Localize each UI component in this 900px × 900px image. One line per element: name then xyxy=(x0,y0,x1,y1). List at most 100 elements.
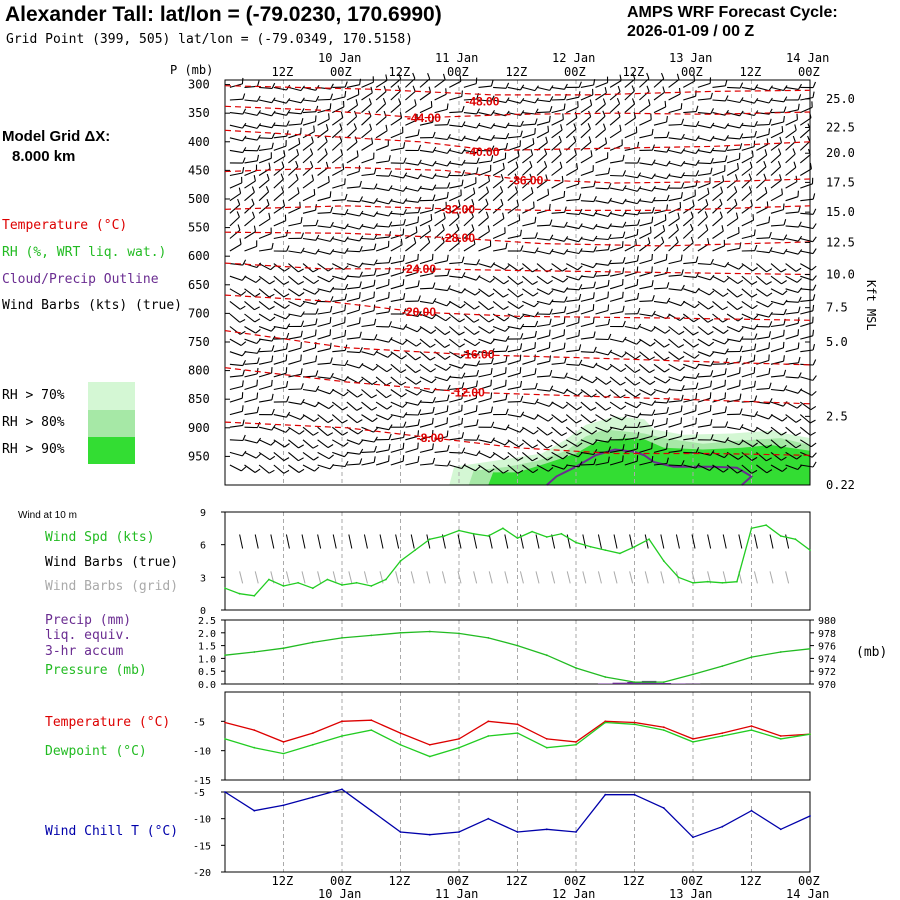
wind-speed-line-point xyxy=(355,581,358,584)
wind-barb-shaft xyxy=(493,350,507,353)
wind-barb-shaft xyxy=(346,104,358,114)
wind-barb-flag xyxy=(534,398,539,405)
wind-barb-flag xyxy=(417,196,422,203)
wind-barb-flag xyxy=(783,329,785,336)
wind-barb-flag xyxy=(298,268,304,273)
wind-barb-flag xyxy=(739,367,741,374)
wind-barb-flag xyxy=(490,262,496,268)
wind-barb-flag xyxy=(459,343,465,348)
wind-barb-flag xyxy=(500,198,504,205)
wind-barb-flag xyxy=(357,393,363,398)
wind-barb-shaft xyxy=(668,218,680,227)
wind-barb-flag xyxy=(385,394,392,399)
wind-barb-flag xyxy=(241,405,244,412)
wind-barb-flag xyxy=(622,433,626,441)
wind-barb-grid xyxy=(395,571,400,584)
wind-barb-shaft xyxy=(273,348,287,353)
wind-barb-flag xyxy=(576,431,582,436)
wind-barb-flag xyxy=(241,77,244,84)
wind-barb-flag xyxy=(783,219,787,226)
wind-barb-shaft xyxy=(346,286,360,290)
wind-barb-shaft xyxy=(405,104,417,114)
wind-barb-shaft xyxy=(273,145,287,151)
wind-barb-flag xyxy=(636,266,639,273)
wind-barb-shaft xyxy=(756,426,768,435)
wind-barb-shaft xyxy=(609,212,623,217)
wind-barb-flag xyxy=(488,306,494,311)
wind-barb-flag xyxy=(593,271,597,278)
wind-barb-shaft xyxy=(331,141,343,151)
wind-barb-shaft xyxy=(434,376,448,382)
wind-barb-shaft xyxy=(332,168,344,176)
pressure-line-point xyxy=(224,654,226,657)
wind-barb-flag xyxy=(373,223,378,229)
wind-barb-flag xyxy=(563,329,566,336)
wind-barb-flag xyxy=(739,408,743,415)
wind-barb-shaft xyxy=(727,137,741,140)
wind-barb-flag xyxy=(242,369,245,376)
wind-barb-shaft xyxy=(726,275,739,285)
wind-barb-flag xyxy=(547,431,553,436)
wind-barb-shaft xyxy=(419,326,432,334)
wind-barb-shaft xyxy=(566,464,580,468)
wind-barb-shaft xyxy=(229,397,243,403)
wind-barb-shaft xyxy=(639,222,653,227)
wind-barb-flag xyxy=(607,427,613,433)
wind-speed-tick-label: 0 xyxy=(200,606,206,617)
wind-barb-flag xyxy=(268,469,275,474)
temperature-line-point xyxy=(750,725,753,727)
wind-barb-flag xyxy=(783,248,788,255)
wind-barb-shaft xyxy=(405,401,419,406)
wind-barb-flag xyxy=(414,99,417,106)
wind-barb-shaft xyxy=(229,124,243,129)
isotherm xyxy=(224,85,811,96)
wind-barb-shaft xyxy=(331,128,343,139)
wind-barb-flag xyxy=(475,405,478,412)
wind-barb-flag xyxy=(636,292,640,300)
wind-barb-flag xyxy=(280,173,284,180)
pressure-line-point xyxy=(282,647,285,650)
wind-barb-shaft xyxy=(244,217,255,227)
wind-barb-shaft xyxy=(273,135,287,139)
wind-barb-flag xyxy=(432,204,434,211)
wind-barb-shaft xyxy=(419,259,433,265)
wind-barb-shaft xyxy=(580,351,594,353)
wind-barb-flag xyxy=(543,161,548,167)
wind-barb-flag xyxy=(534,118,538,125)
page-title: Alexander Tall: lat/lon = (-79.0230, 170… xyxy=(5,3,442,26)
pressure-tick-label: 550 xyxy=(188,221,210,235)
wind-barb-shaft xyxy=(405,376,417,385)
wind-barb-flag xyxy=(651,253,653,261)
wind-barb-shaft xyxy=(683,351,695,359)
wind-barb-shaft xyxy=(668,400,682,403)
wind-barb-true xyxy=(410,534,415,549)
wind-barb-shaft xyxy=(375,401,388,410)
wind-barb-shaft xyxy=(609,187,624,192)
wind-barb-flag xyxy=(400,369,407,374)
wind-barb-shaft xyxy=(448,338,460,348)
wind-barb-flag xyxy=(576,163,579,170)
wind-barb-flag xyxy=(327,176,330,183)
wind-barb-shaft xyxy=(785,322,799,328)
wind-barb-shaft xyxy=(785,181,798,189)
wind-barb-shaft xyxy=(653,187,667,191)
wind-barb-shaft xyxy=(229,439,243,442)
wind-barb-shaft xyxy=(419,287,434,290)
wind-barb-grid xyxy=(551,571,556,584)
wind-barb-flag xyxy=(476,434,480,441)
wind-barb-flag xyxy=(636,442,639,449)
wind-barb-flag xyxy=(724,261,730,268)
wind-barb-shaft xyxy=(390,284,404,290)
wind-barb-flag xyxy=(373,445,377,452)
wind-barb-flag xyxy=(606,417,612,423)
wind-barb-flag xyxy=(388,443,391,451)
wind-speed-line-point xyxy=(253,594,256,597)
wind-barb-shaft xyxy=(566,310,579,315)
dewpoint-line-point xyxy=(545,746,548,749)
wind-barb-flag xyxy=(738,327,744,333)
wind-barb-shaft xyxy=(478,411,492,416)
wind-barb-shaft xyxy=(770,388,784,392)
wind-barb-flag xyxy=(661,236,665,243)
wind-barb-shaft xyxy=(302,300,316,305)
wind-barb-shaft xyxy=(697,300,709,310)
